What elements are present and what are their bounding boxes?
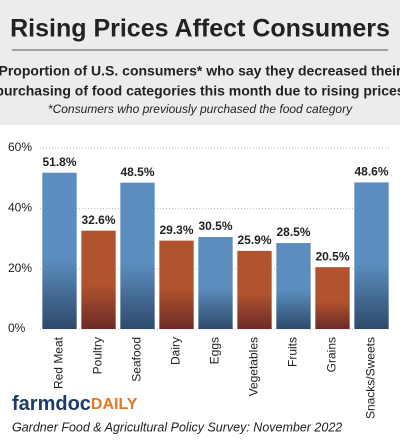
bar — [42, 172, 77, 329]
chart-title: Rising Prices Affect Consumers — [10, 15, 390, 43]
bar — [159, 240, 194, 329]
value-label: 32.6% — [81, 213, 115, 227]
bar — [198, 236, 233, 329]
value-label: 20.5% — [315, 249, 349, 263]
value-label: 48.5% — [120, 165, 154, 179]
bar — [237, 250, 272, 329]
y-tick-label: 40% — [8, 201, 32, 215]
y-tick-label: 20% — [8, 261, 32, 275]
logo: farmdocDAILY — [12, 393, 138, 415]
value-label: 51.8% — [42, 155, 76, 169]
bar — [120, 182, 155, 329]
bar — [276, 243, 311, 329]
logo-part: farmdoc — [12, 393, 91, 415]
value-label: 28.5% — [276, 225, 310, 239]
value-label: 48.6% — [354, 165, 388, 179]
subtitle: Proportion of U.S. consumers* who say th… — [0, 63, 400, 79]
subtitle: purchasing of food categories this month… — [0, 83, 400, 99]
x-tick-label: Vegetables — [247, 337, 261, 396]
x-tick-label: Snacks/Sweets — [364, 337, 378, 419]
source: Gardner Food & Agricultural Policy Surve… — [12, 420, 342, 434]
value-label: 29.3% — [159, 223, 193, 237]
header-background — [0, 0, 400, 125]
value-label: 25.9% — [237, 233, 271, 247]
x-tick-label: Eggs — [208, 337, 222, 364]
x-tick-label: Fruits — [286, 337, 300, 367]
bar — [354, 182, 389, 329]
logo-part: DAILY — [91, 396, 138, 413]
x-tick-label: Seafood — [130, 337, 144, 382]
x-tick-label: Red Meat — [52, 336, 66, 389]
x-tick-label: Poultry — [91, 337, 105, 374]
bar — [81, 230, 116, 329]
bar — [315, 267, 350, 329]
y-tick-label: 60% — [8, 140, 32, 154]
x-tick-label: Grains — [325, 337, 339, 372]
value-label: 30.5% — [198, 219, 232, 233]
y-tick-label: 0% — [8, 321, 26, 335]
x-tick-label: Dairy — [169, 337, 183, 365]
note: *Consumers who previously purchased the … — [48, 102, 353, 116]
